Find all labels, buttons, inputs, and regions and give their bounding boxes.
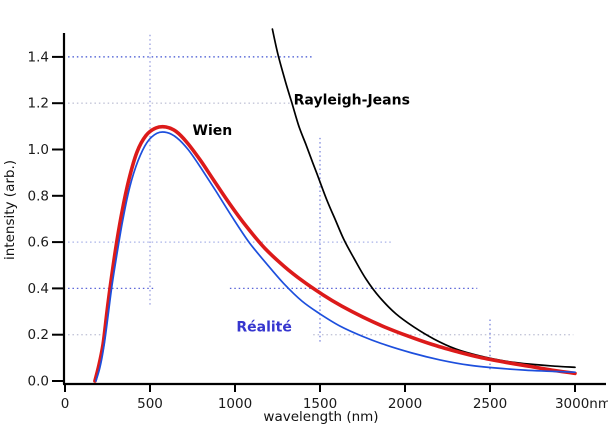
y-tick-label: 0.0: [28, 374, 49, 390]
wien-label: Wien: [193, 123, 233, 139]
y-tick-label: 0.2: [28, 327, 49, 343]
tick-labels: 0.0 0.2 0.4 0.6 0.8 1.0 1.2 1.4 0 500 1000 1500 2000…: [28, 49, 608, 412]
x-tick-label: 3000nm: [555, 396, 608, 412]
x-tick-label: 1000: [218, 396, 252, 412]
y-tick-label: 1.4: [28, 49, 49, 65]
x-tick-label: 2500: [473, 396, 507, 412]
y-axis-title: intensity (arb.): [2, 160, 18, 260]
x-tick-label: 500: [137, 396, 163, 412]
axes: [52, 33, 606, 392]
y-tick-label: 0.6: [28, 235, 49, 251]
x-axis-title: wavelength (nm): [263, 409, 378, 425]
realite-label: Réalité: [236, 320, 292, 336]
curves: [93, 28, 577, 383]
y-tick-label: 0.8: [28, 188, 49, 204]
curve-wien: [93, 124, 577, 383]
curve-annotations: Rayleigh-Jeans Wien Réalité: [193, 93, 410, 336]
y-tick-label: 0.4: [28, 281, 49, 297]
x-tick-label: 1500: [303, 396, 337, 412]
x-tick-label: 2000: [388, 396, 422, 412]
guide-gridlines: [68, 33, 574, 370]
curve-rayleigh-jeans: [271, 28, 576, 369]
rayleigh-jeans-label: Rayleigh-Jeans: [294, 93, 410, 109]
x-tick-label: 0: [61, 396, 70, 412]
y-tick-label: 1.2: [28, 96, 49, 112]
y-tick-label: 1.0: [28, 142, 49, 158]
curve-realite: [95, 131, 576, 382]
